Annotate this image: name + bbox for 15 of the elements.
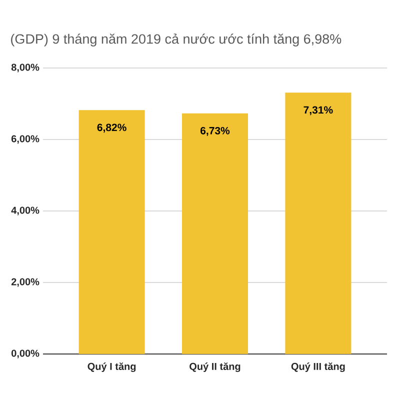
data-label: 6,73%	[200, 126, 230, 136]
x-tick-label: Quý II tăng	[190, 362, 240, 372]
x-tick-label: Quý I tăng	[88, 362, 136, 372]
y-tick-label: 2,00%	[11, 278, 40, 287]
y-tick-label: 4,00%	[11, 206, 40, 216]
bar	[78, 110, 145, 354]
y-tick-label: 8,00%	[11, 64, 40, 72]
x-tick-label: Quý III tăng	[291, 362, 345, 372]
data-label: 6,82%	[97, 124, 126, 133]
y-tick-label: 0,00%	[12, 350, 40, 358]
chart-title: (GDP) 9 tháng năm 2019 cả nước ước tính tăng 6,98%	[11, 34, 342, 46]
bar	[285, 92, 352, 354]
bar	[182, 113, 248, 354]
data-label: 7,31%	[304, 106, 333, 116]
y-tick-label: 6,00%	[11, 135, 40, 144]
